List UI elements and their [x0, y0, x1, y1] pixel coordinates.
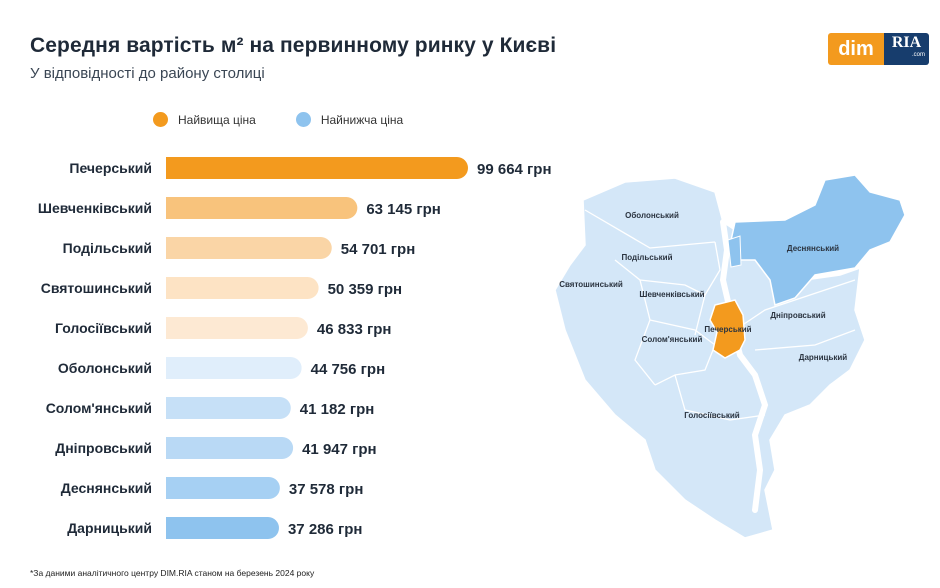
bar — [166, 317, 308, 339]
category-label: Солом'янський — [46, 400, 152, 416]
map-label-holosiivskyi: Голосіївський — [684, 411, 740, 420]
category-label: Деснянський — [61, 480, 152, 496]
value-label: 46 833 грн — [317, 321, 392, 338]
bar-left-edge — [166, 357, 177, 379]
chart-title: Середня вартість м² на первинному ринку … — [30, 34, 557, 57]
map-label-podilskyi: Подільський — [621, 253, 672, 262]
map-label-obolonskyi: Оболонський — [625, 211, 679, 220]
dnipro-river — [719, 219, 769, 513]
legend: Найвища ціна Найнижча ціна — [153, 112, 403, 127]
category-label: Печерський — [69, 160, 152, 176]
bar-left-edge — [166, 317, 177, 339]
pecherskyi-district — [709, 299, 746, 359]
map-label-solomianskyi: Солом'янський — [642, 335, 703, 344]
dim-ria-logo[interactable]: dim RIA .com — [828, 33, 929, 65]
bar-left-edge — [166, 157, 177, 179]
bar — [166, 197, 358, 219]
value-label: 50 359 грн — [328, 281, 403, 298]
bar-left-edge — [166, 237, 177, 259]
map-label-pecherskyi: Печерський — [704, 325, 751, 334]
logo-ria: RIA .com — [884, 33, 929, 65]
value-label: 99 664 грн — [477, 161, 552, 178]
category-label: Оболонський — [58, 360, 152, 376]
bar-left-edge — [166, 517, 177, 539]
category-label: Голосіївський — [55, 320, 152, 336]
footnote: *За даними аналітичного центру DIM.RIA с… — [30, 568, 315, 578]
category-label: Святошинський — [41, 280, 152, 296]
bar — [166, 437, 294, 459]
value-label: 41 947 грн — [302, 441, 377, 458]
bar-left-edge — [166, 477, 177, 499]
logo-ria-com: .com — [911, 52, 925, 58]
logo-dim: dim — [828, 33, 884, 65]
kyiv-district-map: Оболонський Подільський Святошинський Ше… — [555, 174, 906, 539]
bar — [166, 157, 468, 179]
bar — [166, 517, 279, 539]
bar-left-edge — [166, 397, 177, 419]
map-label-dniprovskyi: Дніпровський — [770, 311, 825, 320]
bar — [166, 477, 280, 499]
legend-dot-lowest — [295, 112, 311, 127]
map-label-sviatoshynskyi: Святошинський — [559, 280, 623, 289]
bar-left-edge — [166, 277, 177, 299]
category-label: Дніпровський — [55, 440, 152, 456]
legend-label-lowest: Найнижча ціна — [320, 112, 404, 127]
desnianskyi-district — [729, 174, 906, 306]
value-label: 63 145 грн — [366, 201, 441, 218]
value-label: 41 182 грн — [300, 401, 375, 418]
bar-left-edge — [166, 197, 177, 219]
map-label-desnianskyi: Деснянський — [787, 244, 839, 253]
map-label-darnytskyi: Дарницький — [799, 353, 848, 362]
category-label: Подільський — [63, 240, 152, 256]
legend-label-highest: Найвища ціна — [178, 112, 256, 127]
bar — [166, 237, 332, 259]
bar — [166, 397, 291, 419]
bar — [166, 357, 302, 379]
category-label: Шевченківський — [38, 200, 152, 216]
bar — [166, 277, 319, 299]
value-label: 37 578 грн — [289, 481, 364, 498]
legend-item-lowest: Найнижча ціна — [295, 112, 404, 127]
value-label: 54 701 грн — [341, 241, 416, 258]
logo-ria-text: RIA — [891, 34, 922, 51]
bar-chart: Печерський 99 664 грн Шевченківський 63 145… — [38, 157, 552, 539]
bar-left-edge — [166, 437, 177, 459]
value-label: 44 756 грн — [311, 361, 386, 378]
chart-subtitle: У відповідності до району столиці — [30, 65, 265, 82]
category-label: Дарницький — [67, 520, 152, 536]
legend-dot-highest — [153, 112, 168, 127]
value-label: 37 286 грн — [288, 521, 363, 538]
map-label-shevchenkivskyi: Шевченківський — [639, 290, 704, 299]
legend-item-highest: Найвища ціна — [153, 112, 256, 127]
